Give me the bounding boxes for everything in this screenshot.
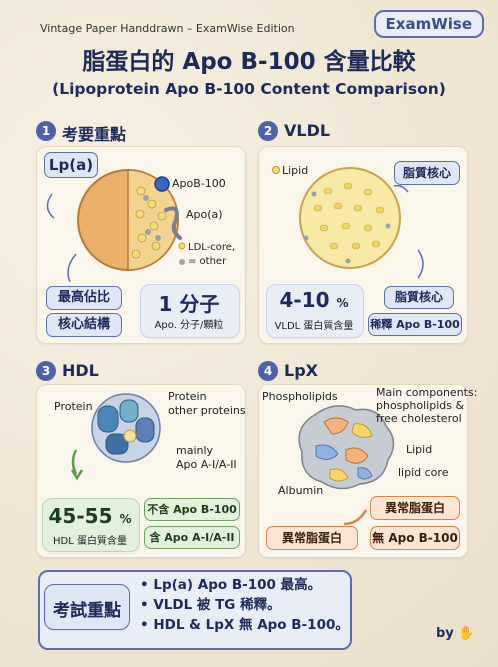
lpa-tag: Lp(a) [44, 152, 98, 178]
section-4-heading: LpX [284, 361, 318, 380]
edition-label: Vintage Paper Handdrawn – ExamWise Editi… [40, 22, 295, 35]
footer-by: by ✋ [436, 626, 475, 641]
hdl-label-protein2: Protein [168, 390, 207, 403]
section-4-number: 4 [258, 361, 278, 381]
summary-title: 考試重點 [53, 601, 121, 621]
lpx-particle [298, 405, 395, 490]
lpx-label-main2: phospholipids & [376, 399, 465, 412]
summary-list: • Lp(a) Apo B-100 最高。 • VLDL 被 TG 稀釋。 • … [140, 575, 349, 635]
hdl-illustration [70, 393, 161, 481]
lpx-pill-no-apob: 無 Apo B-100 [370, 526, 460, 550]
vldl-stat-caption: VLDL 蛋白質含量 [274, 321, 354, 332]
lpa-pill-highest: 最高佔比 [46, 286, 122, 310]
vldl-label-lipid: Lipid [282, 164, 309, 177]
lpa-stat-value: 1 分子 [158, 292, 220, 316]
lpa-label-apoa: Apo(a) [186, 208, 223, 221]
apob-dot [154, 176, 170, 192]
lpa-stat-box [140, 284, 240, 338]
lpa-pill-core: 核心結構 [46, 313, 122, 337]
lpa-label-core1: LDL-core, [188, 242, 236, 253]
hdl-label-protein: Protein [54, 400, 93, 413]
hdl-stat-box [42, 498, 140, 552]
lpa-stat-caption: Apo. 分子/顆粒 [154, 320, 224, 331]
page-subtitle: (Lipoprotein Apo B-100 Content Compariso… [52, 80, 446, 98]
hdl-label-mainly: mainly [176, 444, 214, 457]
lpx-label-lipid: Lipid [406, 443, 433, 456]
hdl-stat-caption: HDL 蛋白質含量 [53, 536, 127, 547]
lpx-label-albumin: Albumin [278, 484, 324, 497]
lpx-illustration [298, 405, 395, 526]
vldl-pill-core-top: 脂質核心 [394, 161, 460, 185]
vldl-stat-box [266, 284, 364, 338]
lpx-pill-abnormal-left: 異常脂蛋白 [266, 526, 358, 550]
summary-title-box [44, 584, 130, 630]
section-3-heading: HDL [62, 361, 99, 380]
hand-icon: ✋ [458, 626, 475, 641]
vldl-pill-dilute: 稀釋 Apo B-100 [368, 313, 462, 336]
vldl-stat-value: 4-10 % [279, 288, 349, 312]
apoa-chain [164, 206, 182, 240]
lpx-label-phospho: Phospholipids [262, 390, 338, 403]
summary-item: • Lp(a) Apo B-100 最高。 [140, 577, 322, 593]
lpx-pill-abnormal-right: 異常脂蛋白 [370, 496, 460, 520]
summary-item: • VLDL 被 TG 稀釋。 [140, 597, 281, 613]
lpx-label-core: lipid core [398, 466, 449, 479]
section-1-number: 1 [36, 121, 56, 141]
section-3-number: 3 [36, 361, 56, 381]
hdl-label-other: other proteins [168, 404, 246, 417]
hdl-stat-value: 45-55 % [48, 504, 132, 528]
lpx-label-main3: free cholesterol [376, 412, 462, 425]
hdl-pill-no-apob: 不含 Apo B-100 [144, 498, 240, 521]
vldl-illustration [272, 166, 424, 279]
page-title: 脂蛋白的 Apo B-100 含量比較 [82, 49, 416, 75]
brand-badge: ExamWise [373, 10, 484, 38]
lpx-label-main1: Main components: [376, 386, 478, 399]
section-1-heading: 考要重點 [62, 125, 127, 144]
lpa-illustration [46, 169, 186, 283]
vldl-pill-core-mid: 脂質核心 [384, 286, 454, 309]
summary-item: • HDL & LpX 無 Apo B-100。 [140, 617, 349, 633]
hdl-label-apoa: Apo A-I/A-II [176, 458, 237, 471]
section-2-heading: VLDL [284, 121, 331, 140]
hdl-pill-apoa: 含 Apo A-I/A-II [144, 526, 240, 549]
lpa-label-core2: = other [188, 256, 227, 267]
lpa-label-apob: ApoB-100 [172, 177, 226, 190]
section-2-number: 2 [258, 121, 278, 141]
